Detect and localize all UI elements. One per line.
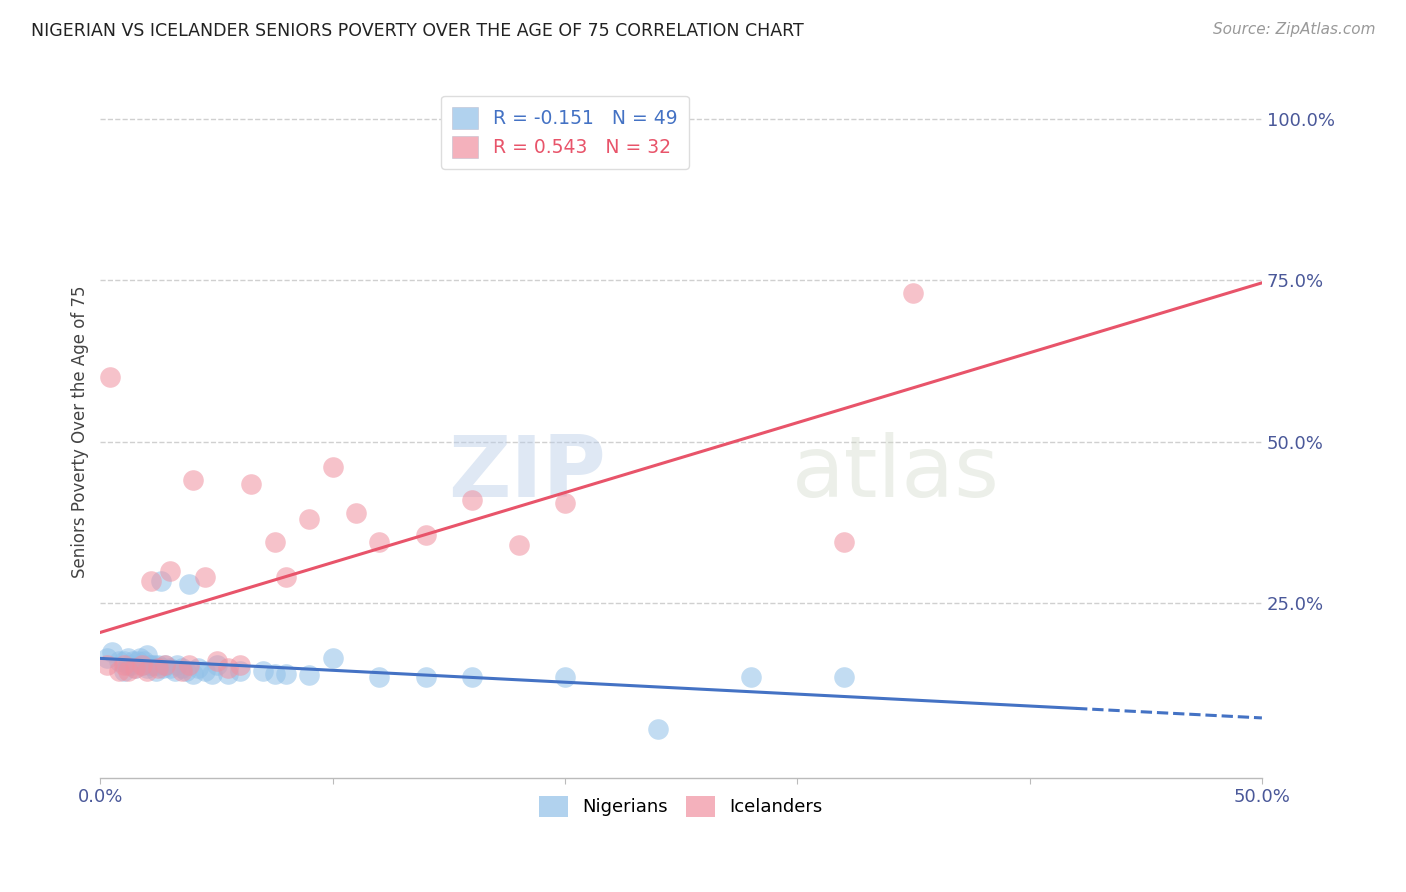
Text: atlas: atlas (792, 432, 1000, 515)
Point (177, 657, 200, 672)
Point (112, 654, 135, 668)
Point (647, 722, 669, 736)
Point (131, 657, 153, 672)
Point (96, 651, 118, 665)
Point (194, 570, 217, 584)
Point (229, 657, 252, 672)
Point (181, 667, 204, 681)
Point (508, 538, 530, 552)
Point (252, 664, 274, 678)
Point (152, 661, 174, 675)
Point (170, 661, 193, 675)
Point (149, 574, 172, 588)
Point (112, 664, 135, 678)
Point (117, 651, 139, 665)
Point (832, 534, 855, 549)
Text: ZIP: ZIP (449, 432, 606, 515)
Point (159, 564, 181, 578)
Point (112, 657, 135, 672)
Point (108, 654, 131, 668)
Point (155, 657, 177, 672)
Point (263, 667, 285, 681)
Point (298, 512, 321, 526)
Point (187, 661, 209, 675)
Point (122, 654, 145, 668)
Legend: Nigerians, Icelanders: Nigerians, Icelanders (531, 789, 830, 824)
Text: Source: ZipAtlas.com: Source: ZipAtlas.com (1212, 22, 1375, 37)
Point (131, 657, 153, 672)
Point (461, 670, 484, 684)
Point (127, 654, 149, 668)
Point (740, 670, 762, 684)
Point (205, 657, 228, 672)
Point (205, 654, 228, 668)
Point (461, 492, 484, 507)
Point (368, 534, 391, 549)
Point (159, 661, 181, 675)
Point (124, 661, 146, 675)
Point (134, 654, 156, 668)
Point (903, 286, 925, 301)
Point (240, 476, 263, 491)
Point (368, 670, 391, 684)
Point (554, 496, 576, 510)
Point (145, 664, 167, 678)
Point (117, 664, 139, 678)
Point (554, 670, 576, 684)
Point (135, 648, 157, 662)
Point (322, 651, 344, 665)
Point (217, 661, 239, 675)
Point (141, 574, 163, 588)
Point (98, 370, 121, 384)
Point (194, 664, 217, 678)
Point (217, 667, 239, 681)
Point (124, 661, 146, 675)
Point (415, 670, 437, 684)
Point (128, 651, 150, 665)
Point (142, 657, 165, 672)
Text: NIGERIAN VS ICELANDER SENIORS POVERTY OVER THE AGE OF 75 CORRELATION CHART: NIGERIAN VS ICELANDER SENIORS POVERTY OV… (31, 22, 804, 40)
Point (177, 576, 200, 591)
Point (148, 661, 170, 675)
Point (344, 506, 367, 520)
Point (229, 664, 252, 678)
Point (148, 657, 170, 672)
Point (276, 667, 298, 681)
Point (263, 534, 285, 549)
Point (176, 664, 198, 678)
Point (117, 657, 139, 672)
Point (170, 664, 193, 678)
Point (276, 570, 298, 584)
Point (108, 664, 131, 678)
Point (101, 644, 124, 658)
Point (138, 657, 160, 672)
Point (155, 657, 177, 672)
Point (832, 670, 855, 684)
Point (415, 528, 437, 542)
Point (135, 664, 157, 678)
Point (166, 657, 188, 672)
Point (135, 661, 157, 675)
Point (163, 664, 186, 678)
Point (201, 667, 224, 681)
Point (298, 668, 321, 682)
Point (120, 657, 142, 672)
Y-axis label: Seniors Poverty Over the Age of 75: Seniors Poverty Over the Age of 75 (72, 285, 89, 578)
Point (96, 657, 118, 672)
Point (322, 460, 344, 475)
Point (141, 657, 163, 672)
Point (181, 474, 204, 488)
